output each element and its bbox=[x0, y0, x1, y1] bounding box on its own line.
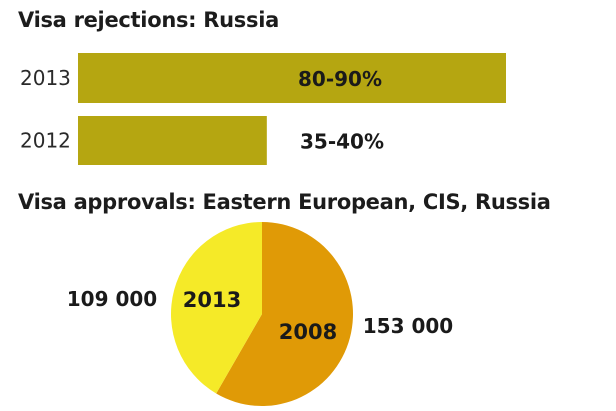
approvals-chart-title: Visa approvals: Eastern European, CIS, R… bbox=[18, 190, 551, 214]
bar-2013 bbox=[78, 53, 506, 103]
pie-slice-2008 bbox=[216, 222, 354, 406]
bar-2012 bbox=[78, 116, 267, 165]
pie-value-label-2008: 153 000 bbox=[363, 314, 453, 338]
pie-slice-2013 bbox=[171, 222, 262, 394]
bar-category-label-2012: 2012 bbox=[20, 129, 71, 153]
pie-year-label-2013: 2013 bbox=[183, 288, 241, 312]
rejections-chart-title: Visa rejections: Russia bbox=[18, 8, 279, 32]
pie-value-label-2013: 109 000 bbox=[67, 287, 157, 311]
rejections-bar-chart: 2013 80-90% 2012 35-40% bbox=[20, 53, 506, 165]
pie-year-label-2008: 2008 bbox=[279, 320, 337, 344]
bar-category-label-2013: 2013 bbox=[20, 66, 71, 90]
bar-value-label-2013: 80-90% bbox=[298, 67, 382, 91]
bar-value-label-2012: 35-40% bbox=[300, 130, 384, 154]
